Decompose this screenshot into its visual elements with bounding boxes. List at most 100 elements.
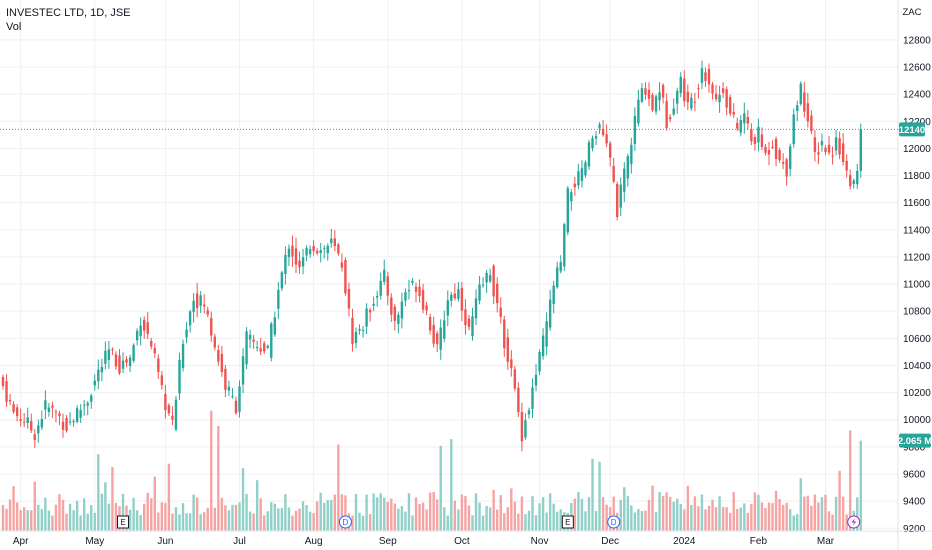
candle bbox=[478, 275, 481, 305]
candle-body bbox=[319, 249, 322, 254]
candle bbox=[658, 82, 661, 111]
candle bbox=[488, 268, 492, 283]
dividend-icon[interactable]: D bbox=[607, 515, 621, 529]
candle bbox=[361, 326, 365, 338]
candle-body bbox=[534, 374, 538, 386]
volume-bar bbox=[259, 498, 262, 531]
volume-bar bbox=[111, 466, 114, 531]
volume-bar bbox=[93, 512, 96, 531]
split-icon[interactable] bbox=[847, 515, 861, 529]
candle bbox=[340, 253, 344, 272]
candle-body bbox=[213, 336, 216, 348]
candle-body bbox=[125, 359, 128, 363]
candle bbox=[612, 157, 615, 184]
volume-bar bbox=[573, 498, 577, 531]
candle-body bbox=[439, 327, 442, 350]
candle bbox=[704, 67, 707, 88]
volume-bar bbox=[718, 496, 721, 531]
candle bbox=[294, 237, 298, 274]
candle bbox=[111, 347, 114, 356]
volume-bar bbox=[834, 496, 838, 531]
candle bbox=[492, 263, 495, 305]
candle-body bbox=[167, 405, 171, 414]
volume-bar bbox=[524, 514, 527, 531]
candle-body bbox=[736, 122, 739, 129]
volume-bar bbox=[619, 499, 622, 531]
volume-bar bbox=[496, 509, 499, 531]
candle bbox=[58, 410, 61, 425]
candle-body bbox=[739, 119, 742, 133]
volume-bar bbox=[298, 508, 301, 531]
candle-body bbox=[393, 306, 397, 321]
candle bbox=[248, 329, 252, 349]
candle-body bbox=[330, 238, 333, 244]
candle bbox=[690, 93, 693, 112]
candle bbox=[178, 352, 181, 400]
candle-body bbox=[541, 335, 545, 357]
candle-body bbox=[30, 421, 33, 431]
candle bbox=[753, 134, 757, 151]
volume-bar bbox=[728, 512, 732, 531]
candle bbox=[513, 365, 517, 392]
earnings-icon[interactable]: E bbox=[561, 515, 574, 529]
x-tick-label: Jul bbox=[233, 536, 246, 547]
candle-body bbox=[732, 112, 735, 115]
dividend-icon[interactable]: D bbox=[338, 515, 352, 529]
candle bbox=[298, 251, 301, 274]
candle-body bbox=[552, 285, 555, 304]
volume-bar bbox=[813, 494, 817, 531]
candle-body bbox=[75, 408, 79, 422]
candle-body bbox=[421, 289, 425, 310]
candle-body bbox=[527, 410, 531, 415]
y-tick-label: 9600 bbox=[903, 470, 926, 481]
earnings-icon[interactable]: E bbox=[117, 515, 130, 529]
candle-body bbox=[139, 325, 142, 337]
candle bbox=[82, 400, 86, 416]
dividend-marker-circle bbox=[607, 515, 621, 529]
candle bbox=[736, 117, 739, 132]
volume-bar bbox=[644, 510, 647, 531]
candle-body bbox=[40, 419, 44, 428]
candle bbox=[308, 245, 312, 258]
candle bbox=[457, 282, 460, 302]
volume-bar bbox=[443, 507, 446, 531]
candle-body bbox=[404, 292, 407, 301]
candle-body bbox=[128, 357, 132, 367]
candle-body bbox=[347, 288, 351, 309]
candle-body bbox=[241, 356, 245, 385]
candle bbox=[379, 272, 382, 300]
candle bbox=[220, 346, 224, 377]
candle-body bbox=[845, 160, 848, 171]
candle-body bbox=[503, 319, 506, 349]
y-tick-label: 9800 bbox=[903, 442, 926, 453]
candle bbox=[231, 387, 234, 399]
volume-bar bbox=[856, 497, 859, 531]
volume-bar bbox=[577, 491, 580, 531]
candle bbox=[693, 92, 697, 112]
volume-bar bbox=[845, 514, 848, 531]
candle-body bbox=[185, 329, 188, 338]
volume-bar bbox=[252, 513, 255, 531]
candle-body bbox=[563, 224, 566, 267]
candle bbox=[404, 288, 407, 307]
x-tick-label: Aug bbox=[305, 536, 323, 547]
candle bbox=[796, 100, 799, 122]
y-tick-label: 9200 bbox=[903, 524, 926, 535]
candle-body bbox=[774, 138, 778, 159]
candle bbox=[326, 243, 329, 261]
candle bbox=[12, 401, 15, 414]
candle-body bbox=[605, 134, 608, 144]
candle-body bbox=[806, 103, 810, 122]
volume-bar bbox=[255, 480, 259, 531]
volume-bar bbox=[743, 503, 746, 531]
symbol-title[interactable]: INVESTEC LTD, 1D, JSE bbox=[6, 7, 131, 19]
candle-body bbox=[714, 93, 718, 99]
candle-body bbox=[654, 96, 658, 112]
volume-bar bbox=[707, 505, 711, 531]
candle bbox=[393, 303, 397, 331]
candle-body bbox=[841, 143, 845, 162]
volume-bar bbox=[767, 502, 771, 531]
volume-indicator-label[interactable]: Vol bbox=[6, 21, 22, 33]
volume-bar bbox=[545, 512, 548, 531]
volume-bar bbox=[418, 503, 421, 531]
